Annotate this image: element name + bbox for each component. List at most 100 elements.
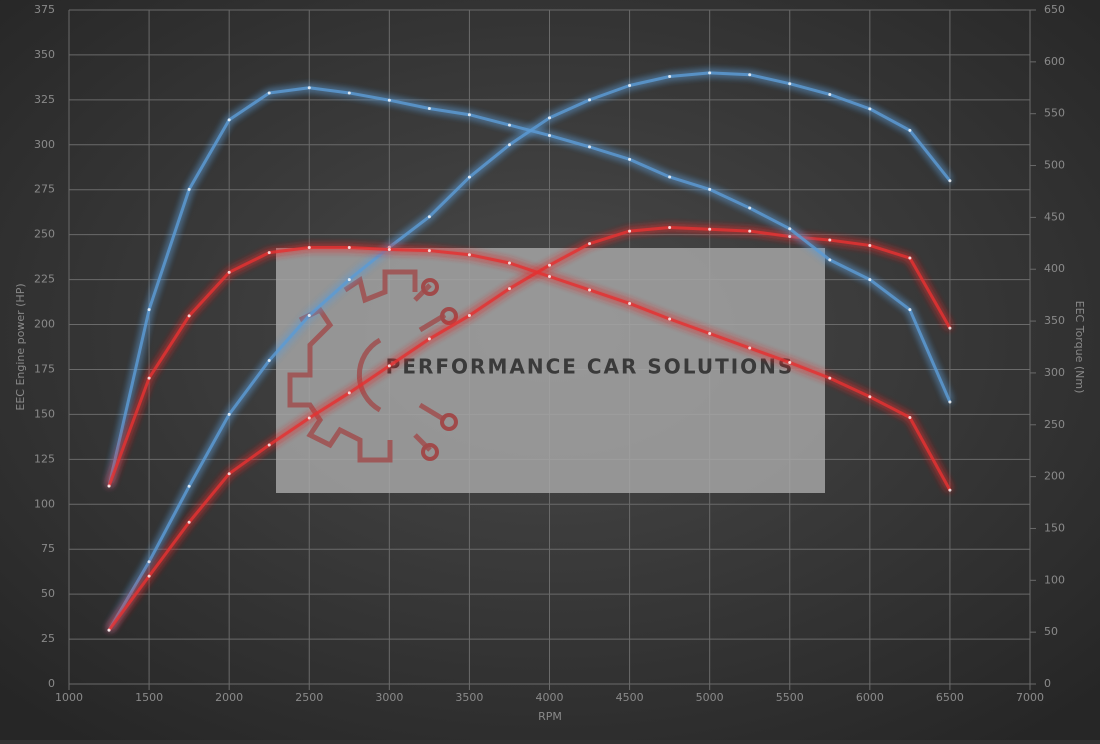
data-point [307,245,311,249]
y2-tick-label: 250 [1044,418,1065,431]
data-point [668,317,672,321]
data-point [788,361,792,365]
data-point [307,416,311,420]
data-point [868,278,872,282]
data-point [708,71,712,75]
data-point [908,256,912,260]
series-line [107,225,952,631]
x-tick-label: 6500 [936,691,964,704]
data-point [467,314,471,318]
y2-tick-label: 300 [1044,366,1065,379]
data-point [948,400,952,404]
data-point [227,472,231,476]
data-point [467,253,471,257]
y2-tick-label: 400 [1044,262,1065,275]
data-point [307,86,311,90]
data-point [588,288,592,292]
data-point [387,364,391,368]
data-point [628,301,632,305]
data-point [788,234,792,238]
x-axis-title: RPM [538,710,562,723]
x-tick-label: 3000 [375,691,403,704]
data-point [347,391,351,395]
x-tick-label: 2000 [215,691,243,704]
data-point [868,395,872,399]
data-point [307,314,311,318]
data-point [107,484,111,488]
x-tick-label: 1000 [55,691,83,704]
data-point [868,243,872,247]
y-tick-label: 200 [34,318,55,331]
data-point [588,145,592,149]
data-point [507,123,511,127]
data-point [347,245,351,249]
data-point [267,251,271,255]
x-tick-label: 6000 [856,691,884,704]
data-point [347,91,351,95]
data-point [427,215,431,219]
data-point [908,128,912,132]
y2-tick-label: 200 [1044,470,1065,483]
data-point [548,263,551,267]
data-point [548,116,551,120]
y-tick-label: 150 [34,407,55,420]
y2-tick-label: 350 [1044,314,1065,327]
data-point [187,520,191,524]
data-point [427,249,431,253]
watermark: PERFORMANCE CAR SOLUTIONS [276,248,825,493]
watermark-text: PERFORMANCE CAR SOLUTIONS [386,355,795,379]
data-point [668,225,672,229]
y2-tick-label: 650 [1044,3,1065,16]
y2-tick-label: 0 [1044,677,1051,690]
x-tick-label: 4500 [616,691,644,704]
data-point [548,274,551,278]
y-tick-label: 75 [41,542,55,555]
x-tick-label: 3500 [455,691,483,704]
series-line [107,86,952,487]
data-point [748,73,752,77]
data-point [628,83,632,87]
data-point [748,229,752,233]
y-axis-title: EEC Engine power (HP) [14,283,27,410]
y2-axis-title: EEC Torque (Nm) [1073,301,1086,394]
data-point [267,358,271,362]
series-line [107,245,952,491]
x-tick-label: 5000 [696,691,724,704]
data-point [828,376,832,380]
y-tick-label: 300 [34,138,55,151]
data-point [187,314,191,318]
data-point [828,92,832,96]
data-point [588,98,592,102]
data-point [948,326,952,330]
data-point [147,574,151,578]
data-point [788,227,792,231]
x-tick-label: 2500 [295,691,323,704]
data-point [908,416,912,420]
data-point [828,238,832,242]
data-point [347,278,351,282]
y-tick-label: 0 [48,677,55,690]
x-tick-label: 1500 [135,691,163,704]
y-tick-label: 375 [34,3,55,16]
data-point [548,133,551,137]
data-point [507,287,511,291]
y2-tick-label: 100 [1044,573,1065,586]
data-point [227,412,231,416]
y2-tick-label: 50 [1044,625,1058,638]
data-point [708,227,712,231]
data-point [147,376,151,380]
data-point [507,261,511,265]
y2-tick-label: 550 [1044,107,1065,120]
data-point [427,107,431,111]
data-point [467,175,471,179]
y-tick-label: 275 [34,183,55,196]
data-point [147,308,151,312]
data-point [267,443,271,447]
data-point [788,82,792,86]
data-point [908,308,912,312]
data-point [948,179,952,183]
y-tick-label: 325 [34,93,55,106]
y-tick-label: 250 [34,228,55,241]
